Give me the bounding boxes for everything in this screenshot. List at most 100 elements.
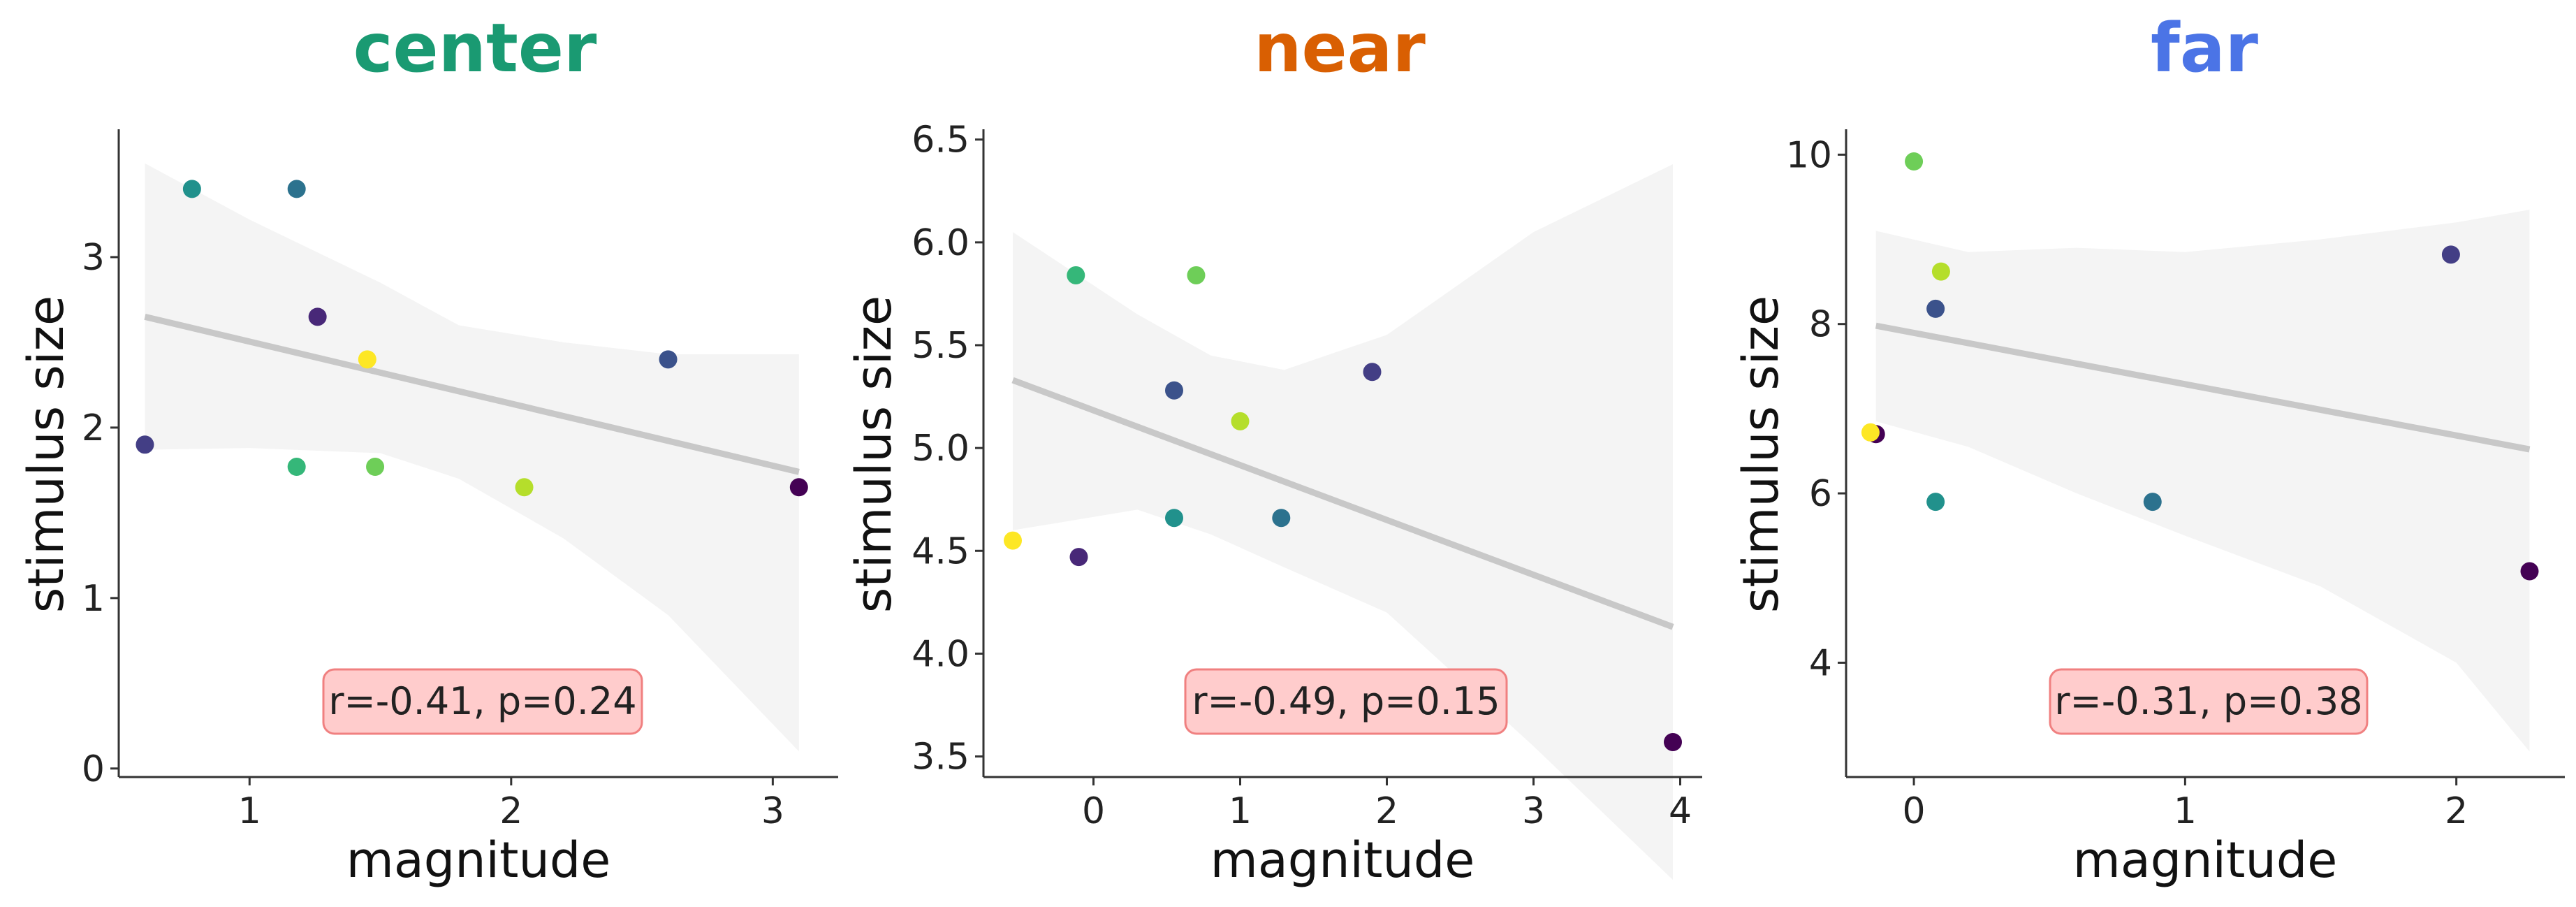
y-tick-label: 6 bbox=[1809, 473, 1832, 515]
data-point bbox=[1664, 732, 1682, 751]
x-tick-label: 3 bbox=[761, 790, 784, 832]
y-tick: 4 bbox=[1809, 642, 1846, 684]
data-point bbox=[287, 458, 306, 477]
regression-line bbox=[1011, 377, 1674, 630]
panel-far: far 0 1 2 4 6 8 10 magnitude stimulus size r=… bbox=[1732, 9, 2565, 889]
y-tick-label: 5.5 bbox=[912, 325, 969, 367]
x-tick: 2 bbox=[2445, 777, 2468, 832]
x-tick: 0 bbox=[1082, 777, 1105, 832]
y-tick: 10 bbox=[1786, 134, 1846, 176]
x-tick: 1 bbox=[1229, 777, 1252, 832]
x-ticks: 1 2 3 bbox=[238, 777, 784, 832]
y-tick: 3.5 bbox=[912, 737, 983, 778]
y-tick: 2 bbox=[82, 407, 119, 449]
ci-band-layer bbox=[1013, 164, 1673, 880]
y-tick-label: 2 bbox=[82, 407, 105, 449]
confidence-band bbox=[1875, 210, 2530, 752]
y-tick: 5.5 bbox=[912, 325, 983, 367]
points-layer bbox=[1004, 266, 1682, 751]
x-axis-label: magnitude bbox=[1210, 832, 1475, 889]
y-tick: 5.0 bbox=[912, 428, 983, 470]
panel-title: far bbox=[2151, 9, 2259, 87]
data-point bbox=[1272, 509, 1291, 528]
panel-near: near 0 1 2 3 4 3.5 4.0 4.5 5.0 5.5 6.0 6.5 magnitu… bbox=[845, 9, 1702, 889]
x-tick-label: 4 bbox=[1669, 790, 1692, 832]
data-point bbox=[2441, 245, 2460, 264]
data-point bbox=[1926, 493, 1945, 511]
x-tick: 4 bbox=[1669, 777, 1692, 832]
data-point bbox=[1067, 266, 1085, 284]
y-axis-label: stimulus size bbox=[845, 296, 902, 613]
data-point bbox=[515, 478, 534, 497]
y-tick: 6 bbox=[1809, 473, 1846, 515]
x-tick: 0 bbox=[1903, 777, 1926, 832]
x-tick-label: 2 bbox=[1375, 790, 1398, 832]
data-point bbox=[1165, 381, 1183, 400]
y-tick: 8 bbox=[1809, 304, 1846, 346]
x-tick: 3 bbox=[761, 777, 784, 832]
y-tick: 1 bbox=[82, 578, 119, 620]
x-tick-label: 0 bbox=[1903, 790, 1926, 832]
data-point bbox=[1363, 363, 1382, 382]
confidence-band bbox=[1013, 164, 1673, 880]
annotation-box: r=-0.31, p=0.38 bbox=[2049, 668, 2369, 735]
y-tick-label: 1 bbox=[82, 578, 105, 620]
data-point bbox=[1231, 412, 1250, 430]
x-axis-label: magnitude bbox=[2073, 832, 2338, 889]
data-point bbox=[308, 307, 327, 326]
y-tick-label: 4.5 bbox=[912, 530, 969, 572]
ci-band-layer bbox=[145, 163, 799, 752]
x-tick-label: 2 bbox=[499, 790, 522, 832]
data-point bbox=[2143, 493, 2162, 511]
x-tick: 2 bbox=[499, 777, 522, 832]
data-point bbox=[182, 180, 201, 198]
fit-line-layer bbox=[1875, 322, 2531, 453]
ci-band-layer bbox=[1875, 210, 2530, 752]
x-ticks: 0 1 2 3 4 bbox=[1082, 777, 1692, 832]
annotation-box: r=-0.49, p=0.15 bbox=[1184, 668, 1508, 735]
annotation-text: r=-0.41, p=0.24 bbox=[328, 679, 636, 723]
confidence-band bbox=[145, 163, 799, 752]
data-point bbox=[358, 350, 376, 369]
y-tick-label: 6.5 bbox=[912, 119, 969, 161]
fit-line-layer bbox=[144, 313, 800, 475]
panel-title: near bbox=[1254, 9, 1426, 87]
x-ticks: 0 1 2 bbox=[1903, 777, 2468, 832]
points-layer bbox=[136, 180, 808, 497]
y-ticks: 3.5 4.0 4.5 5.0 5.5 6.0 6.5 bbox=[912, 119, 983, 778]
annotation-text: r=-0.31, p=0.38 bbox=[2054, 679, 2362, 723]
y-axis-label: stimulus size bbox=[1732, 296, 1790, 613]
annotation-background bbox=[2049, 668, 2369, 735]
y-ticks: 4 6 8 10 bbox=[1786, 134, 1846, 684]
y-tick: 6.5 bbox=[912, 119, 983, 161]
x-tick-label: 3 bbox=[1522, 790, 1545, 832]
y-ticks: 0 1 2 3 bbox=[82, 237, 119, 790]
x-tick-label: 2 bbox=[2445, 790, 2468, 832]
y-tick: 4.0 bbox=[912, 633, 983, 675]
annotation-background bbox=[322, 668, 643, 735]
data-point bbox=[2520, 562, 2539, 581]
data-point bbox=[1861, 423, 1880, 442]
y-tick-label: 8 bbox=[1809, 304, 1832, 346]
regression-line bbox=[144, 313, 800, 475]
data-point bbox=[659, 350, 678, 369]
x-tick: 1 bbox=[2174, 777, 2197, 832]
annotation-background bbox=[1184, 668, 1508, 735]
y-tick-label: 3.5 bbox=[912, 737, 969, 778]
x-tick-label: 1 bbox=[2174, 790, 2197, 832]
data-point bbox=[1931, 262, 1950, 281]
x-tick: 2 bbox=[1375, 777, 1398, 832]
data-point bbox=[1187, 266, 1206, 284]
points-layer bbox=[1861, 152, 2539, 581]
y-tick-label: 4.0 bbox=[912, 633, 969, 675]
regression-line bbox=[1875, 322, 2531, 453]
x-tick-label: 1 bbox=[1229, 790, 1252, 832]
data-point bbox=[287, 180, 306, 198]
x-tick: 1 bbox=[238, 777, 261, 832]
fit-line-layer bbox=[1011, 377, 1674, 630]
y-tick-label: 10 bbox=[1786, 134, 1832, 176]
y-tick: 3 bbox=[82, 237, 119, 279]
x-tick: 3 bbox=[1522, 777, 1545, 832]
